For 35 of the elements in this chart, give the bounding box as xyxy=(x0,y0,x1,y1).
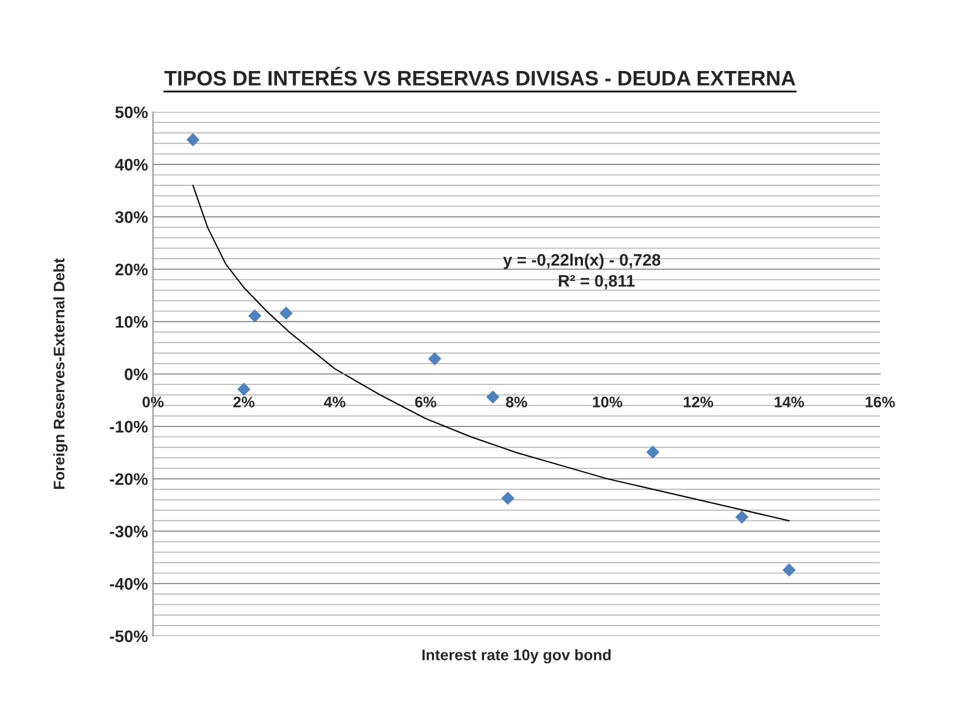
point xyxy=(280,306,293,320)
y-axis-title: Foreign Reserves-External Debt xyxy=(53,258,68,489)
point xyxy=(237,382,250,396)
x-tick-label: 4% xyxy=(324,396,346,408)
y-tick-label: -40% xyxy=(110,578,148,590)
x-tick-label: 0% xyxy=(142,396,164,408)
y-tick-label: 40% xyxy=(115,158,148,171)
point xyxy=(248,309,262,322)
point xyxy=(186,133,200,146)
point xyxy=(486,390,500,404)
point xyxy=(646,445,660,459)
x-axis-title: Interest rate 10y gov bond xyxy=(422,649,611,664)
x-tick-label: 10% xyxy=(593,396,622,408)
y-tick-label: 10% xyxy=(116,316,148,328)
annotation: R² = 0,811 xyxy=(558,274,635,290)
x-tick-label: 6% xyxy=(415,396,436,408)
x-tick-label: 12% xyxy=(684,396,714,408)
point xyxy=(735,510,748,524)
point xyxy=(501,492,514,505)
y-tick-label: 20% xyxy=(115,264,148,276)
y-tick-label: 0% xyxy=(124,368,148,380)
y-tick-label: -50% xyxy=(110,630,148,642)
x-tick-label: 8% xyxy=(506,396,528,408)
y-tick-label: 50% xyxy=(115,106,148,118)
y-tick-label: -10% xyxy=(110,420,148,433)
x-tick-label: 14% xyxy=(774,396,804,408)
point xyxy=(782,563,796,577)
y-tick-label: -20% xyxy=(110,473,148,486)
x-tick-label: 16% xyxy=(866,396,895,408)
chart-title: TIPOS DE INTERÉS VS RESERVAS DIVISAS - DEUDA EXTERNA xyxy=(164,66,796,86)
y-tick-label: -30% xyxy=(110,526,148,538)
y-tick-label: 30% xyxy=(115,211,148,224)
annotation: y = -0,22ln(x) - 0,728 xyxy=(503,254,660,270)
point xyxy=(428,352,442,366)
x-tick-label: 2% xyxy=(233,396,255,408)
